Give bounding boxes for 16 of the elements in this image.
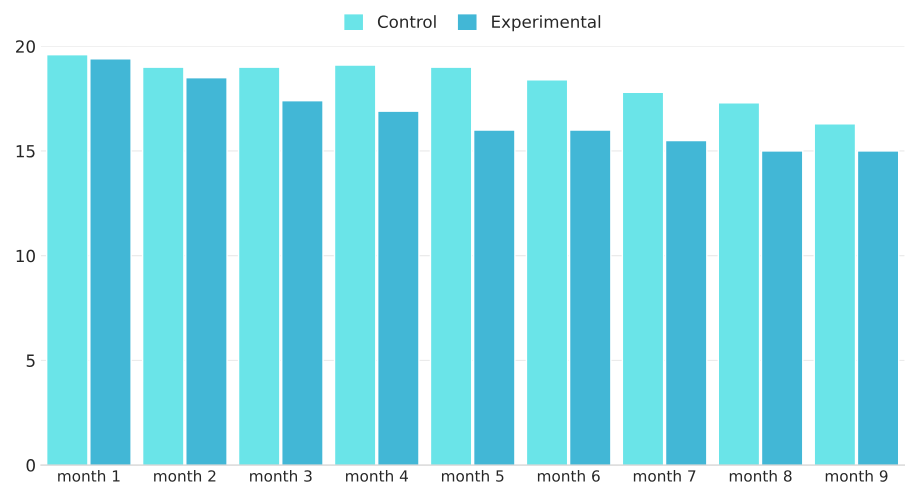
x-tick-label: month 2 bbox=[154, 470, 216, 482]
x-tick-label: month 6 bbox=[538, 470, 600, 482]
legend-label: Experimental bbox=[492, 15, 600, 32]
legend-label: Control bbox=[378, 15, 436, 28]
x-tick-label: month 1 bbox=[58, 470, 120, 482]
x-tick-label: month 8 bbox=[730, 470, 792, 482]
x-tick-label: month 3 bbox=[250, 470, 312, 482]
x-tick-label: month 7 bbox=[634, 470, 696, 482]
y-tick-label: 0 bbox=[26, 459, 35, 472]
y-tick-label: 5 bbox=[26, 354, 35, 367]
x-tick-label: month 5 bbox=[442, 470, 504, 482]
x-tick-label: month 9 bbox=[826, 470, 888, 482]
x-tick-label: month 4 bbox=[346, 470, 408, 482]
y-tick-label: 20 bbox=[16, 40, 35, 53]
y-tick-label: 10 bbox=[16, 250, 35, 262]
y-tick-label: 15 bbox=[16, 145, 35, 158]
